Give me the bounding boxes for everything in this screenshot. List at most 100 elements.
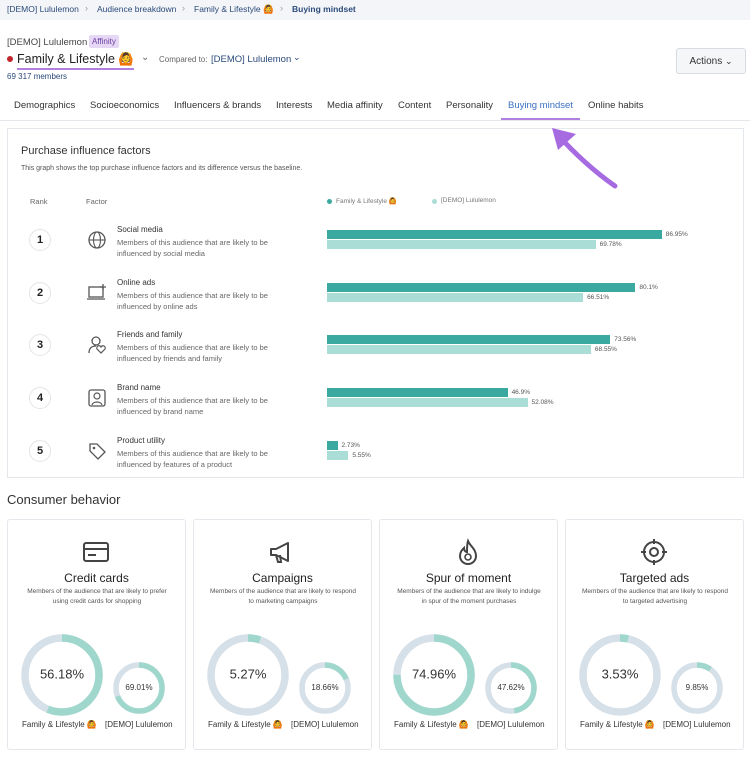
rank-badge: 3 xyxy=(29,334,51,357)
donut-legend: Family & Lifestyle 🙆 xyxy=(580,720,655,729)
card-description: Members of the audience that are likely … xyxy=(27,588,167,605)
section-title: Purchase influence factors xyxy=(21,145,151,157)
bar-value-label: 2.73% xyxy=(341,441,360,449)
legend-label: Family & Lifestyle 🙆 xyxy=(336,198,397,205)
bar xyxy=(327,240,596,249)
factor-icon xyxy=(88,336,106,355)
actions-label: Actions xyxy=(689,56,723,67)
breadcrumb-sep: › xyxy=(85,3,88,13)
card-icon xyxy=(83,542,109,562)
bar xyxy=(327,282,636,292)
factor-description: Members of this audience that are likely… xyxy=(117,396,268,417)
breadcrumb-sep: › xyxy=(280,3,283,13)
section-title: Consumer behavior xyxy=(7,492,121,507)
bar xyxy=(327,450,349,460)
tab-underline xyxy=(501,118,580,120)
tab-divider xyxy=(0,120,750,121)
bar-value-label: 73.56% xyxy=(614,336,637,344)
breadcrumb-item[interactable]: [DEMO] Lululemon xyxy=(7,4,79,14)
rank-badge: 4 xyxy=(29,387,51,410)
brand: [DEMO] Lululemon xyxy=(7,37,88,48)
tab[interactable]: Personality xyxy=(446,100,493,111)
donut-legend: Family & Lifestyle 🙆 xyxy=(394,720,469,729)
tab[interactable]: Content xyxy=(398,100,432,111)
bar xyxy=(327,388,508,398)
tab[interactable]: Media affinity xyxy=(327,100,383,111)
bar-value-label: 68.55% xyxy=(594,346,617,354)
card-icon xyxy=(270,542,289,563)
bar-value-label: 66.51% xyxy=(587,293,610,301)
donut-group: 74.96% 47.62% xyxy=(393,634,537,716)
factor-description: Members of this audience that are likely… xyxy=(117,343,268,364)
column-header: Factor xyxy=(86,197,108,206)
compared-label: Compared to: xyxy=(159,55,208,64)
chevron: ⌄ xyxy=(293,52,301,62)
factor-icon xyxy=(88,389,106,407)
bar-value-label: 5.55% xyxy=(352,451,371,459)
bar xyxy=(327,335,611,345)
card-title: Campaigns xyxy=(252,571,313,585)
factor-name: Product utility xyxy=(117,435,166,445)
donut-arc xyxy=(207,634,289,716)
donut-label: 5.27% xyxy=(230,666,267,681)
donut-legend: [DEMO] Lululemon xyxy=(105,720,173,729)
tab[interactable]: Online habits xyxy=(588,100,644,111)
bar-value-label: 86.95% xyxy=(665,231,688,238)
behavior-card: Spur of moment Members of the audience th… xyxy=(379,519,558,750)
behavior-card: Targeted ads Members of the audience that… xyxy=(565,519,744,750)
breadcrumb-sep: › xyxy=(182,3,185,13)
bar xyxy=(327,230,662,239)
behavior-card: Credit cards Members of the audience that… xyxy=(7,519,186,750)
donut-legend: [DEMO] Lululemon xyxy=(477,720,545,729)
donut-legend: [DEMO] Lululemon xyxy=(663,720,731,729)
donut-arc xyxy=(579,634,661,716)
factor-icon xyxy=(88,231,106,249)
rank-badge: 2 xyxy=(29,281,51,304)
legend-dot xyxy=(327,199,332,204)
bar xyxy=(327,440,338,450)
bar-value-label: 80.1% xyxy=(639,283,658,291)
factor-name: Friends and family xyxy=(117,330,183,340)
legend-label: [DEMO] Lululemon xyxy=(441,197,496,204)
donut-arc xyxy=(113,662,165,714)
member-count: 69 317 members xyxy=(7,72,68,81)
donut-legend: [DEMO] Lululemon xyxy=(291,720,359,729)
donut-group: 3.53% 9.85% xyxy=(579,634,723,716)
breadcrumb-bar xyxy=(0,0,750,20)
bar-value-label: 46.9% xyxy=(511,389,530,397)
breadcrumb-item[interactable]: Family & Lifestyle 🙆 xyxy=(194,4,274,14)
chevron: ⌄ xyxy=(141,52,150,63)
status-dot xyxy=(7,56,13,62)
donut-label: 56.18% xyxy=(40,666,85,681)
factor-icon xyxy=(89,443,106,460)
tab[interactable]: Demographics xyxy=(14,100,76,111)
factor-name: Social media xyxy=(117,225,163,234)
audience-name[interactable]: Family & Lifestyle 🙆 xyxy=(17,52,134,70)
bar-value-label: 69.78% xyxy=(599,241,622,248)
tab[interactable]: Interests xyxy=(276,100,313,111)
factor-description: Members of this audience that are likely… xyxy=(117,238,268,258)
donut-arc xyxy=(671,662,723,714)
donut-label: 69.01% xyxy=(125,683,152,692)
donut-label: 9.85% xyxy=(686,683,709,692)
donut-arc xyxy=(21,634,103,716)
compared-name[interactable]: [DEMO] Lululemon xyxy=(211,54,292,65)
donut-label: 74.96% xyxy=(412,666,457,681)
actions-button[interactable]: Actions ⌄ xyxy=(676,48,746,74)
bar xyxy=(327,398,528,408)
tab[interactable]: Influencers & brands xyxy=(174,100,262,111)
factor-description: Members of this audience that are likely… xyxy=(117,448,268,469)
tab[interactable]: Buying mindset xyxy=(508,100,573,111)
bar-value-label: 52.08% xyxy=(531,399,554,407)
factor-description: Members of this audience that are likely… xyxy=(117,290,268,311)
donut-group: 56.18% 69.01% xyxy=(21,634,165,716)
card-title: Credit cards xyxy=(64,571,129,585)
donut-label: 18.66% xyxy=(311,683,338,692)
donut-group: 5.27% 18.66% xyxy=(207,634,351,716)
card-title: Spur of moment xyxy=(425,571,512,585)
card-icon xyxy=(641,539,667,565)
breadcrumb-item[interactable]: Audience breakdown xyxy=(97,4,177,14)
bar xyxy=(327,345,591,355)
tab[interactable]: Socioeconomics xyxy=(90,100,160,111)
